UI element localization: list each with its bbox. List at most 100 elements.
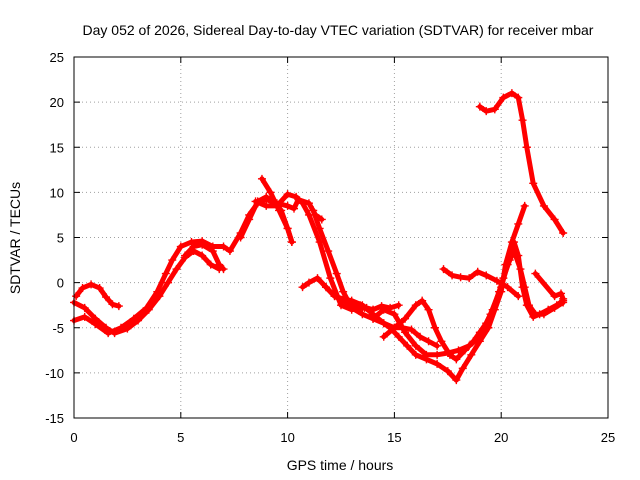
series-trace xyxy=(370,248,566,358)
series-track-3 xyxy=(70,195,326,338)
data-point-marker xyxy=(153,287,162,296)
x-tick-label: 20 xyxy=(494,430,508,445)
data-point-marker xyxy=(424,305,433,314)
data-point-marker xyxy=(309,206,318,215)
data-point-marker xyxy=(475,332,484,341)
y-tick-label: 5 xyxy=(57,231,64,246)
y-tick-label: -15 xyxy=(45,411,64,426)
data-point-marker xyxy=(411,350,420,359)
series-track-5 xyxy=(236,192,296,247)
data-point-marker xyxy=(411,301,420,310)
data-point-marker xyxy=(539,310,548,319)
data-point-marker xyxy=(80,312,89,321)
data-point-marker xyxy=(257,174,266,183)
data-point-marker xyxy=(531,310,540,319)
x-tick-label: 0 xyxy=(70,430,77,445)
data-point-marker xyxy=(262,192,271,201)
series-track-1 xyxy=(72,280,123,311)
data-point-marker xyxy=(522,143,531,152)
data-point-marker xyxy=(452,355,461,364)
data-point-marker xyxy=(490,105,499,114)
grid-lines xyxy=(74,57,608,418)
x-tick-label: 15 xyxy=(387,430,401,445)
data-point-marker xyxy=(356,301,365,310)
data-point-marker xyxy=(172,265,181,274)
data-point-marker xyxy=(219,265,228,274)
series-track-10 xyxy=(322,283,378,314)
data-point-marker xyxy=(189,242,198,251)
data-point-marker xyxy=(482,107,491,116)
y-axis-label: SDTVAR / TECUs xyxy=(7,182,23,294)
data-point-marker xyxy=(225,247,234,256)
data-point-marker xyxy=(524,301,533,310)
data-point-marker xyxy=(290,204,299,213)
data-point-marker xyxy=(482,271,491,280)
data-point-marker xyxy=(390,310,399,319)
data-point-marker xyxy=(452,376,461,385)
data-point-marker xyxy=(503,283,512,292)
data-point-marker xyxy=(422,350,431,359)
series-track-13 xyxy=(439,265,523,301)
series-trace xyxy=(71,248,222,336)
data-point-marker xyxy=(486,310,495,319)
data-point-marker xyxy=(390,323,399,332)
data-point-marker xyxy=(324,247,333,256)
chart-title: Day 052 of 2026, Sidereal Day-to-day VTE… xyxy=(83,22,594,38)
y-tick-label: 20 xyxy=(50,95,64,110)
data-point-marker xyxy=(187,238,196,247)
data-point-marker xyxy=(298,199,307,208)
data-point-marker xyxy=(91,320,100,329)
data-point-marker xyxy=(87,280,96,289)
data-point-marker xyxy=(473,267,482,276)
data-point-marker xyxy=(339,287,348,296)
data-point-marker xyxy=(251,197,260,206)
data-point-marker xyxy=(437,337,446,346)
data-point-marker xyxy=(275,206,284,215)
data-point-marker xyxy=(465,274,474,283)
data-point-marker xyxy=(326,274,335,283)
series-track-9 xyxy=(309,201,529,385)
series-trace xyxy=(532,271,566,302)
data-point-marker xyxy=(539,201,548,210)
axis-ticks: 0 5 10 15 20 25 -15 -10 -5 0 5 10 15 20 25 xyxy=(45,50,615,445)
data-point-marker xyxy=(315,224,324,233)
y-tick-label: 10 xyxy=(50,185,64,200)
data-point-marker xyxy=(443,349,452,358)
data-point-marker xyxy=(403,341,412,350)
data-point-marker xyxy=(283,201,292,210)
data-point-marker xyxy=(72,292,81,301)
data-point-marker xyxy=(313,274,322,283)
data-point-marker xyxy=(369,305,378,314)
data-point-marker xyxy=(369,314,378,323)
data-point-marker xyxy=(317,215,326,224)
data-point-marker xyxy=(394,301,403,310)
data-point-marker xyxy=(176,242,185,251)
data-point-marker xyxy=(163,278,172,287)
data-point-marker xyxy=(236,233,245,242)
series-trace xyxy=(300,275,440,349)
series-track-8 xyxy=(298,274,442,350)
data-point-marker xyxy=(448,271,457,280)
data-point-marker xyxy=(514,93,523,102)
data-point-marker xyxy=(559,228,568,237)
data-point-marker xyxy=(104,329,113,338)
data-point-marker xyxy=(198,251,207,260)
series-trace xyxy=(253,191,402,313)
data-point-marker xyxy=(514,219,523,228)
data-point-marker xyxy=(198,240,207,249)
data-point-marker xyxy=(208,247,217,256)
data-point-marker xyxy=(337,301,345,310)
data-point-marker xyxy=(362,303,371,312)
data-point-marker xyxy=(439,265,448,274)
data-point-marker xyxy=(510,247,519,256)
data-point-marker xyxy=(379,305,388,314)
data-point-marker xyxy=(492,276,501,285)
series-track-15 xyxy=(531,269,568,303)
data-point-marker xyxy=(520,201,529,210)
data-point-marker xyxy=(95,284,104,293)
data-point-marker xyxy=(304,278,313,287)
data-point-marker xyxy=(557,289,566,298)
y-tick-label: -10 xyxy=(45,366,64,381)
series-trace xyxy=(310,203,528,383)
